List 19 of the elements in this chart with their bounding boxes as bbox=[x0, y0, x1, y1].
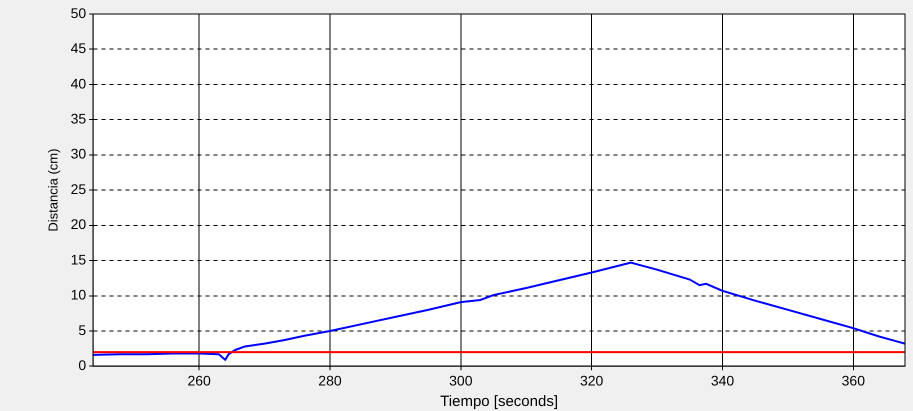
y-tick-label: 35 bbox=[70, 110, 86, 127]
y-tick-label: 20 bbox=[70, 216, 86, 232]
x-tick-label: 280 bbox=[318, 372, 342, 388]
y-axis-title: Distancia (cm) bbox=[45, 148, 60, 232]
x-tick-label: 260 bbox=[187, 372, 212, 388]
y-tick-label: 10 bbox=[70, 286, 86, 303]
x-tick-label: 340 bbox=[710, 372, 734, 388]
y-tick-label: 25 bbox=[70, 180, 86, 197]
x-tick-label: 300 bbox=[449, 372, 473, 388]
y-tick-label: 45 bbox=[70, 40, 86, 56]
x-tick-label: 320 bbox=[580, 372, 604, 388]
y-tick-label: 5 bbox=[78, 322, 86, 338]
x-tick-label: 360 bbox=[842, 372, 866, 388]
y-tick-label: 40 bbox=[70, 75, 86, 92]
y-tick-label: 0 bbox=[78, 357, 86, 374]
y-tick-label: 30 bbox=[70, 146, 86, 162]
y-tick-label: 50 bbox=[70, 4, 86, 21]
x-axis-title: Tiempo [seconds] bbox=[440, 393, 558, 410]
y-tick-label: 15 bbox=[70, 251, 86, 268]
